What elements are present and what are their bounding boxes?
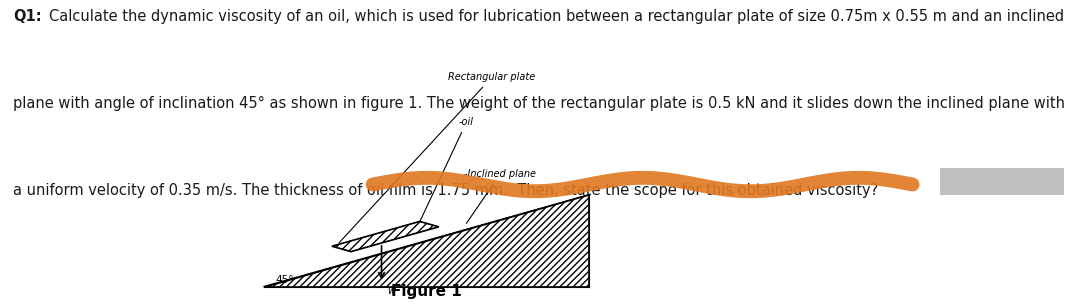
Text: Figure 1: Figure 1 — [391, 284, 462, 299]
Text: 45°: 45° — [275, 275, 294, 285]
Polygon shape — [332, 221, 438, 252]
Polygon shape — [265, 195, 589, 287]
Text: a uniform velocity of 0.35 m/s. The thickness of oil film is 1.75 mm.  Then, sta: a uniform velocity of 0.35 m/s. The thic… — [13, 183, 878, 198]
Text: -Inclined plane: -Inclined plane — [464, 169, 537, 223]
Text: w: w — [387, 286, 395, 296]
Text: -oil: -oil — [416, 117, 474, 230]
Text: plane with angle of inclination 45° as shown in figure 1. The weight of the rect: plane with angle of inclination 45° as s… — [13, 96, 1065, 111]
FancyBboxPatch shape — [940, 168, 1064, 195]
Text: Q1:: Q1: — [13, 9, 42, 24]
Text: Rectangular plate: Rectangular plate — [339, 72, 536, 243]
Text: Calculate the dynamic viscosity of an oil, which is used for lubrication between: Calculate the dynamic viscosity of an oi… — [49, 9, 1064, 24]
